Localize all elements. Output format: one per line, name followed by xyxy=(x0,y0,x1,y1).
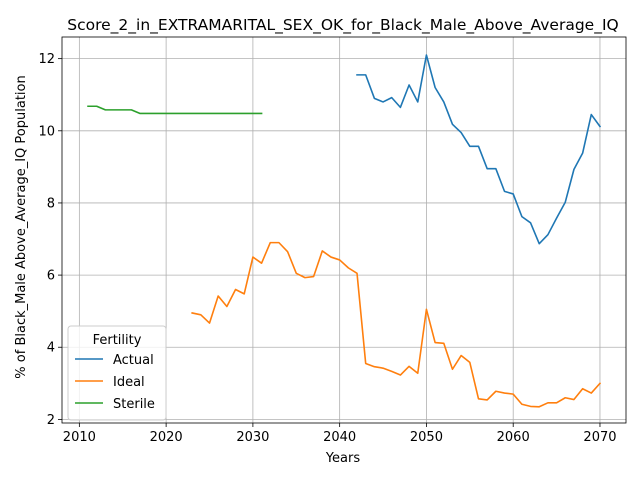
x-tick-label: 2060 xyxy=(497,430,530,445)
legend: Fertility Actual Ideal Sterile xyxy=(67,325,167,421)
y-axis-label: % of Black_Male Above_Average_IQ Populat… xyxy=(14,75,29,378)
series-line-sterile xyxy=(87,105,263,115)
y-tick-label: 12 xyxy=(38,52,55,67)
legend-label-sterile: Sterile xyxy=(113,397,155,412)
y-tick-label: 6 xyxy=(47,269,55,284)
plot-frame xyxy=(61,36,627,424)
series-line-ideal xyxy=(191,241,602,408)
legend-label-ideal: Ideal xyxy=(113,375,145,390)
x-tick-label: 2030 xyxy=(236,430,269,445)
y-tick-label: 10 xyxy=(38,124,55,139)
legend-label-actual: Actual xyxy=(113,353,154,368)
y-tick-label: 8 xyxy=(47,196,55,211)
legend-title: Fertility xyxy=(93,333,142,348)
legend-box xyxy=(67,325,167,421)
axis-ticks: 2010 2020 2030 2040 2050 2060 2070 2 4 6 8 10 12 xyxy=(38,52,616,445)
x-tick-label: 2050 xyxy=(410,430,443,445)
y-tick-label: 4 xyxy=(47,341,55,356)
x-tick-label: 2020 xyxy=(150,430,183,445)
x-tick-label: 2070 xyxy=(583,430,616,445)
y-tick-label: 2 xyxy=(47,413,55,428)
x-tick-label: 2040 xyxy=(323,430,356,445)
x-axis-label: Years xyxy=(325,451,361,466)
x-tick-label: 2010 xyxy=(63,430,96,445)
series-lines xyxy=(87,54,602,408)
series-line-actual xyxy=(356,54,602,245)
chart-title: Score_2_in_EXTRAMARITAL_SEX_OK_for_Black… xyxy=(67,16,618,35)
